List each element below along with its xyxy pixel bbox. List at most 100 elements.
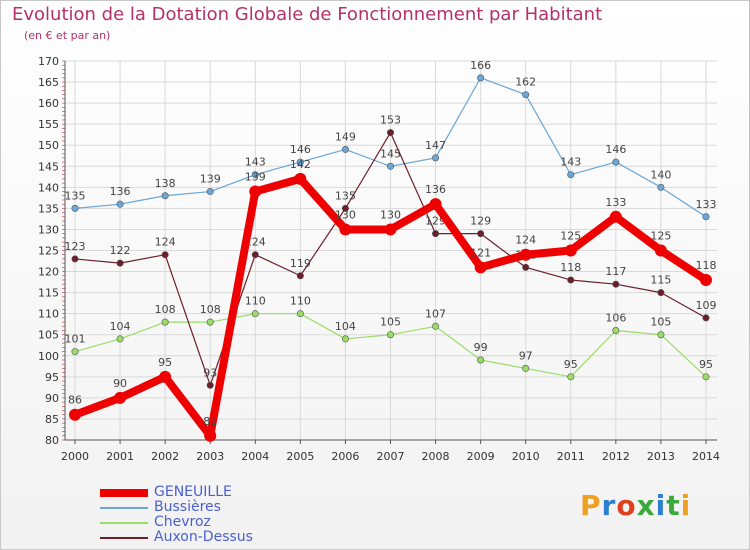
data-point-auxon-dessus <box>432 230 440 238</box>
x-tick-label: 2011 <box>557 450 585 463</box>
data-point-bussi-res <box>522 91 530 99</box>
data-point-bussi-res <box>296 158 304 166</box>
data-label-geneuille: 130 <box>380 208 401 221</box>
y-tick-label: 115 <box>38 287 59 300</box>
data-label-bussi-res: 146 <box>290 143 311 156</box>
data-point-geneuille <box>564 244 577 257</box>
data-label-auxon-dessus: 93 <box>203 366 217 379</box>
data-label-geneuille: 124 <box>515 234 536 247</box>
y-tick-label: 85 <box>45 413 59 426</box>
x-tick-label: 2007 <box>376 450 404 463</box>
y-tick-label: 150 <box>38 139 59 152</box>
proxiti-logo: Proxiti <box>580 489 692 522</box>
data-point-chevroz <box>702 373 710 381</box>
data-label-geneuille: 130 <box>335 208 356 221</box>
chart-subtitle: (en € et par an) <box>24 29 111 42</box>
x-tick-label: 2013 <box>647 450 675 463</box>
data-label-bussi-res: 149 <box>335 130 356 143</box>
data-label-chevroz: 101 <box>65 333 86 346</box>
y-tick-label: 145 <box>38 160 59 173</box>
data-point-auxon-dessus <box>612 280 620 288</box>
data-point-auxon-dessus <box>702 314 710 322</box>
y-tick-label: 165 <box>38 76 59 89</box>
data-label-bussi-res: 166 <box>470 59 491 72</box>
data-point-bussi-res <box>116 200 124 208</box>
data-label-geneuille: 125 <box>650 230 671 243</box>
data-point-auxon-dessus <box>477 230 485 238</box>
data-point-bussi-res <box>432 154 440 162</box>
data-label-geneuille: 142 <box>290 158 311 171</box>
legend-swatch <box>100 521 148 524</box>
data-point-chevroz <box>477 356 485 364</box>
data-label-auxon-dessus: 109 <box>695 299 716 312</box>
data-point-geneuille <box>249 185 262 198</box>
data-label-chevroz: 104 <box>335 320 356 333</box>
data-label-geneuille: 90 <box>113 377 127 390</box>
legend: GENEUILLE Bussières Chevroz Auxon-Dessus <box>100 485 253 545</box>
y-tick-label: 110 <box>38 308 59 321</box>
data-label-auxon-dessus: 123 <box>65 240 86 253</box>
data-point-chevroz <box>71 348 79 356</box>
data-label-geneuille: 95 <box>158 356 172 369</box>
data-label-geneuille: 121 <box>470 246 491 259</box>
data-label-geneuille: 125 <box>560 230 581 243</box>
data-label-geneuille: 136 <box>425 183 446 196</box>
legend-swatch <box>100 536 148 539</box>
data-label-chevroz: 110 <box>245 295 266 308</box>
y-tick-label: 100 <box>38 350 59 363</box>
data-point-geneuille <box>69 408 81 421</box>
data-point-geneuille <box>114 391 127 404</box>
data-label-geneuille: 133 <box>605 196 626 209</box>
data-point-auxon-dessus <box>296 272 304 280</box>
data-label-auxon-dessus: 124 <box>155 236 176 249</box>
data-label-auxon-dessus: 119 <box>290 257 311 270</box>
data-point-bussi-res <box>251 171 259 179</box>
data-label-bussi-res: 145 <box>380 147 401 160</box>
data-point-geneuille <box>429 198 442 211</box>
y-tick-label: 135 <box>38 202 59 215</box>
x-tick-label: 2002 <box>151 450 179 463</box>
x-tick-label: 2004 <box>241 450 269 463</box>
y-tick-label: 90 <box>45 392 59 405</box>
data-point-bussi-res <box>341 145 349 153</box>
y-tick-label: 170 <box>38 55 59 68</box>
data-point-bussi-res <box>386 162 394 170</box>
y-tick-label: 160 <box>38 97 59 110</box>
x-tick-label: 2010 <box>512 450 540 463</box>
data-point-chevroz <box>341 335 349 343</box>
y-tick-label: 130 <box>38 223 59 236</box>
data-point-geneuille <box>204 429 217 442</box>
data-label-auxon-dessus: 118 <box>560 261 581 274</box>
legend-label: Chevroz <box>154 514 211 530</box>
data-label-bussi-res: 147 <box>425 139 446 152</box>
data-label-bussi-res: 139 <box>200 173 221 186</box>
data-point-bussi-res <box>702 213 710 221</box>
data-label-auxon-dessus: 115 <box>650 274 671 287</box>
data-label-chevroz: 106 <box>605 312 626 325</box>
data-label-bussi-res: 140 <box>650 168 671 181</box>
legend-swatch <box>100 488 148 497</box>
legend-item: Auxon-Dessus <box>100 530 253 545</box>
data-label-chevroz: 104 <box>110 320 131 333</box>
data-point-chevroz <box>612 327 620 335</box>
data-point-geneuille <box>294 172 307 185</box>
data-point-geneuille <box>474 261 487 274</box>
data-point-geneuille <box>159 370 172 383</box>
data-label-chevroz: 108 <box>155 303 176 316</box>
data-point-chevroz <box>161 318 169 326</box>
x-tick-label: 2014 <box>692 450 720 463</box>
data-point-bussi-res <box>567 171 575 179</box>
data-label-bussi-res: 162 <box>515 76 536 89</box>
data-point-chevroz <box>116 335 124 343</box>
data-label-auxon-dessus: 129 <box>470 215 491 228</box>
data-point-auxon-dessus <box>341 204 349 212</box>
x-tick-label: 2003 <box>196 450 224 463</box>
data-label-chevroz: 110 <box>290 295 311 308</box>
data-point-geneuille <box>519 248 532 261</box>
data-point-chevroz <box>206 318 214 326</box>
data-label-bussi-res: 143 <box>560 156 581 169</box>
x-tick-label: 2000 <box>61 450 89 463</box>
x-tick-label: 2009 <box>467 450 495 463</box>
